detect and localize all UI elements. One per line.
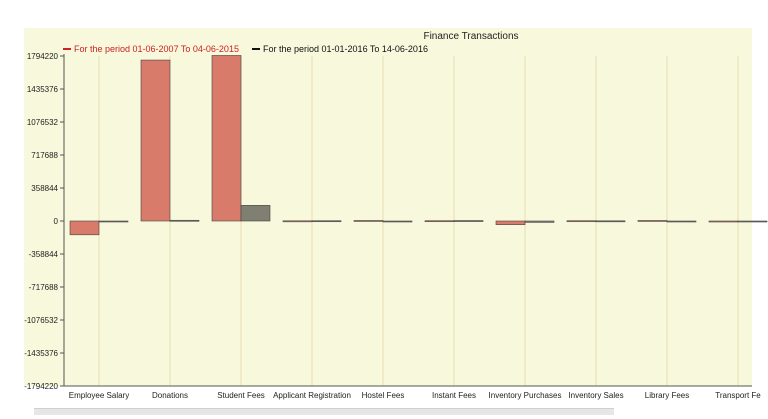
x-tick-label: Hostel Fees <box>362 391 405 400</box>
bar <box>282 220 313 223</box>
bar <box>169 219 200 222</box>
chart-title: Finance Transactions <box>423 31 518 42</box>
bar <box>69 220 100 236</box>
plot-background <box>24 28 752 386</box>
y-tick-label: 1794220 <box>27 52 59 61</box>
x-tick-label: Library Fees <box>645 391 689 400</box>
bar <box>211 55 242 222</box>
labels: 1794220 1435376 1076532 717688 358844 0 -35884… <box>24 52 761 400</box>
y-tick-label: -1435376 <box>24 349 58 358</box>
bar <box>666 220 697 223</box>
bar <box>737 220 768 223</box>
bar <box>311 220 342 223</box>
horizontal-scrollbar[interactable] <box>34 408 614 415</box>
bar <box>708 220 739 223</box>
bar <box>424 220 455 223</box>
bar <box>140 59 171 222</box>
bar <box>595 220 626 223</box>
bar <box>495 220 526 225</box>
legend-label: For the period 01-01-2016 To 14-06-2016 <box>263 44 428 54</box>
legend-swatch <box>63 48 71 50</box>
y-tick-label: 717688 <box>31 151 58 160</box>
bar <box>240 205 271 222</box>
y-tick-label: -717688 <box>29 283 59 292</box>
bar <box>453 220 484 222</box>
legend: For the period 01-06-2007 To 04-06-2015 F… <box>63 44 428 54</box>
y-tick-label: 0 <box>54 217 59 226</box>
x-tick-label: Inventory Purchases <box>489 391 562 400</box>
x-tick-label: Instant Fees <box>432 391 476 400</box>
axes <box>60 54 752 387</box>
y-tick-label: 358844 <box>31 184 58 193</box>
legend-swatch <box>252 48 260 50</box>
x-tick-label: Employee Salary <box>69 391 129 400</box>
bar <box>524 220 555 223</box>
bar <box>353 220 384 222</box>
y-tick-label: -1076532 <box>24 316 58 325</box>
x-tick-label: Transport Fe <box>715 391 761 400</box>
bar <box>637 220 668 222</box>
y-tick-label: 1076532 <box>27 118 59 127</box>
bar <box>382 220 413 223</box>
bar <box>98 220 129 223</box>
legend-label: For the period 01-06-2007 To 04-06-2015 <box>74 44 239 54</box>
x-tick-label: Inventory Sales <box>568 391 623 400</box>
bars <box>69 55 768 236</box>
y-tick-label: -1794220 <box>24 382 58 391</box>
x-tick-label: Student Fees <box>217 391 265 400</box>
x-tick-label: Applicant Registration <box>273 391 351 400</box>
bar <box>566 220 597 223</box>
x-tick-label: Donations <box>152 391 188 400</box>
y-tick-label: 1435376 <box>27 85 59 94</box>
y-tick-label: -358844 <box>29 250 59 259</box>
